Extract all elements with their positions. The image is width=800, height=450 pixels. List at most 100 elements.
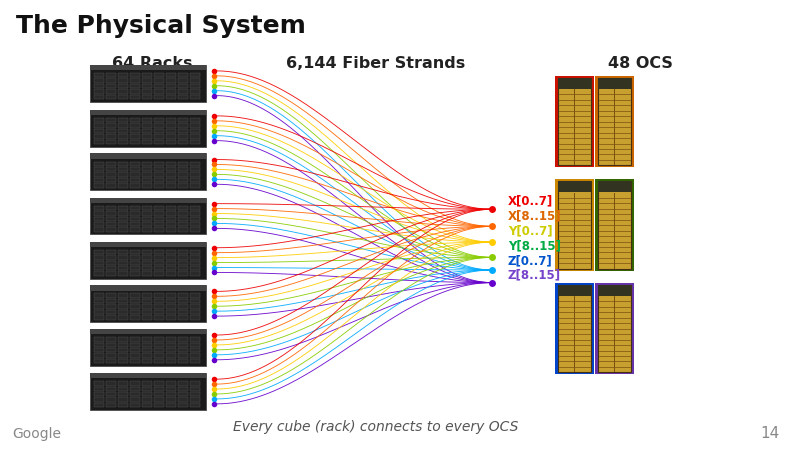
FancyBboxPatch shape [94, 348, 104, 352]
FancyBboxPatch shape [142, 206, 152, 210]
FancyBboxPatch shape [142, 304, 152, 309]
FancyBboxPatch shape [178, 172, 188, 177]
Text: Z[0..7]: Z[0..7] [508, 254, 553, 267]
FancyBboxPatch shape [166, 227, 176, 232]
FancyBboxPatch shape [558, 284, 591, 296]
FancyBboxPatch shape [178, 310, 188, 314]
FancyBboxPatch shape [154, 353, 164, 358]
FancyBboxPatch shape [178, 183, 188, 188]
FancyBboxPatch shape [558, 78, 591, 166]
FancyBboxPatch shape [154, 403, 164, 407]
FancyBboxPatch shape [178, 73, 188, 77]
FancyBboxPatch shape [154, 84, 164, 88]
FancyBboxPatch shape [106, 211, 116, 216]
FancyBboxPatch shape [190, 392, 200, 396]
FancyBboxPatch shape [90, 198, 206, 234]
FancyBboxPatch shape [94, 206, 104, 210]
FancyBboxPatch shape [94, 304, 104, 309]
FancyBboxPatch shape [190, 73, 200, 77]
FancyBboxPatch shape [118, 78, 128, 83]
FancyBboxPatch shape [154, 397, 164, 402]
FancyBboxPatch shape [142, 403, 152, 407]
FancyBboxPatch shape [90, 198, 206, 203]
FancyBboxPatch shape [106, 162, 116, 166]
FancyBboxPatch shape [142, 271, 152, 276]
FancyBboxPatch shape [90, 242, 206, 247]
FancyBboxPatch shape [154, 167, 164, 171]
Text: Every cube (rack) connects to every OCS: Every cube (rack) connects to every OCS [234, 420, 518, 434]
FancyBboxPatch shape [178, 315, 188, 320]
FancyBboxPatch shape [94, 299, 104, 303]
FancyBboxPatch shape [166, 304, 176, 309]
FancyBboxPatch shape [190, 134, 200, 139]
FancyBboxPatch shape [166, 73, 176, 77]
FancyBboxPatch shape [178, 304, 188, 309]
FancyBboxPatch shape [90, 110, 206, 115]
FancyBboxPatch shape [154, 348, 164, 352]
FancyBboxPatch shape [142, 387, 152, 391]
FancyBboxPatch shape [106, 397, 116, 402]
FancyBboxPatch shape [106, 89, 116, 94]
FancyBboxPatch shape [90, 373, 206, 378]
FancyBboxPatch shape [94, 250, 104, 254]
FancyBboxPatch shape [142, 123, 152, 128]
FancyBboxPatch shape [130, 348, 140, 352]
FancyBboxPatch shape [178, 293, 188, 298]
FancyBboxPatch shape [166, 140, 176, 144]
FancyBboxPatch shape [178, 255, 188, 260]
FancyBboxPatch shape [178, 78, 188, 83]
FancyBboxPatch shape [154, 206, 164, 210]
FancyBboxPatch shape [154, 123, 164, 128]
FancyBboxPatch shape [130, 353, 140, 358]
FancyBboxPatch shape [142, 216, 152, 221]
FancyBboxPatch shape [178, 271, 188, 276]
FancyBboxPatch shape [154, 73, 164, 77]
FancyBboxPatch shape [130, 118, 140, 122]
FancyBboxPatch shape [166, 353, 176, 358]
FancyBboxPatch shape [166, 315, 176, 320]
FancyBboxPatch shape [166, 178, 176, 182]
FancyBboxPatch shape [154, 392, 164, 396]
FancyBboxPatch shape [166, 129, 176, 133]
FancyBboxPatch shape [190, 299, 200, 303]
FancyBboxPatch shape [142, 397, 152, 402]
FancyBboxPatch shape [190, 255, 200, 260]
FancyBboxPatch shape [142, 211, 152, 216]
FancyBboxPatch shape [154, 261, 164, 265]
FancyBboxPatch shape [90, 153, 206, 159]
FancyBboxPatch shape [178, 123, 188, 128]
FancyBboxPatch shape [106, 178, 116, 182]
FancyBboxPatch shape [142, 381, 152, 386]
FancyBboxPatch shape [178, 89, 188, 94]
FancyBboxPatch shape [166, 78, 176, 83]
FancyBboxPatch shape [190, 397, 200, 402]
FancyBboxPatch shape [154, 381, 164, 386]
FancyBboxPatch shape [118, 255, 128, 260]
FancyBboxPatch shape [190, 178, 200, 182]
FancyBboxPatch shape [166, 381, 176, 386]
FancyBboxPatch shape [154, 299, 164, 303]
FancyBboxPatch shape [178, 266, 188, 270]
FancyBboxPatch shape [598, 284, 631, 373]
FancyBboxPatch shape [94, 381, 104, 386]
FancyBboxPatch shape [178, 222, 188, 226]
FancyBboxPatch shape [94, 397, 104, 402]
FancyBboxPatch shape [118, 387, 128, 391]
FancyBboxPatch shape [106, 250, 116, 254]
FancyBboxPatch shape [106, 73, 116, 77]
FancyBboxPatch shape [190, 206, 200, 210]
FancyBboxPatch shape [142, 140, 152, 144]
FancyBboxPatch shape [118, 342, 128, 347]
FancyBboxPatch shape [166, 250, 176, 254]
FancyBboxPatch shape [130, 397, 140, 402]
FancyBboxPatch shape [178, 162, 188, 166]
FancyBboxPatch shape [94, 89, 104, 94]
FancyBboxPatch shape [166, 216, 176, 221]
FancyBboxPatch shape [106, 183, 116, 188]
FancyBboxPatch shape [94, 387, 104, 391]
FancyBboxPatch shape [166, 94, 176, 99]
FancyBboxPatch shape [106, 266, 116, 270]
FancyBboxPatch shape [94, 255, 104, 260]
FancyBboxPatch shape [166, 206, 176, 210]
FancyBboxPatch shape [130, 73, 140, 77]
